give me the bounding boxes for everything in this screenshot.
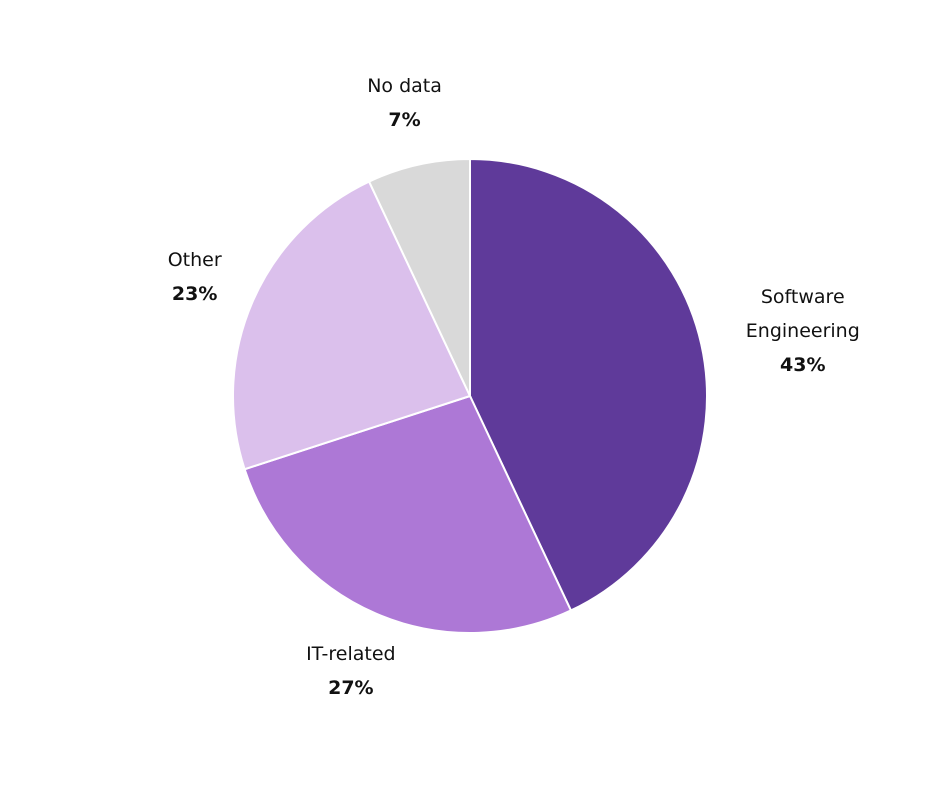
category-label: IT-related (306, 643, 396, 666)
slice-label: Other 23% (120, 243, 270, 311)
slice-label: No data 7% (330, 69, 480, 137)
pie-slice (232, 180, 472, 471)
value-label: 7% (388, 109, 421, 132)
value-label: 27% (328, 677, 374, 700)
category-label: No data (367, 75, 442, 98)
slice-label: Software Engineering 43% (728, 280, 878, 382)
pie-slice (243, 394, 573, 634)
value-label: 23% (171, 282, 218, 305)
value-label: 43% (780, 353, 826, 376)
pie-slice (367, 157, 471, 397)
pie-slice (469, 157, 708, 612)
category-label: Other (167, 248, 222, 271)
slice-label: IT-related 27% (276, 637, 426, 705)
category-label: Software Engineering (745, 285, 860, 342)
